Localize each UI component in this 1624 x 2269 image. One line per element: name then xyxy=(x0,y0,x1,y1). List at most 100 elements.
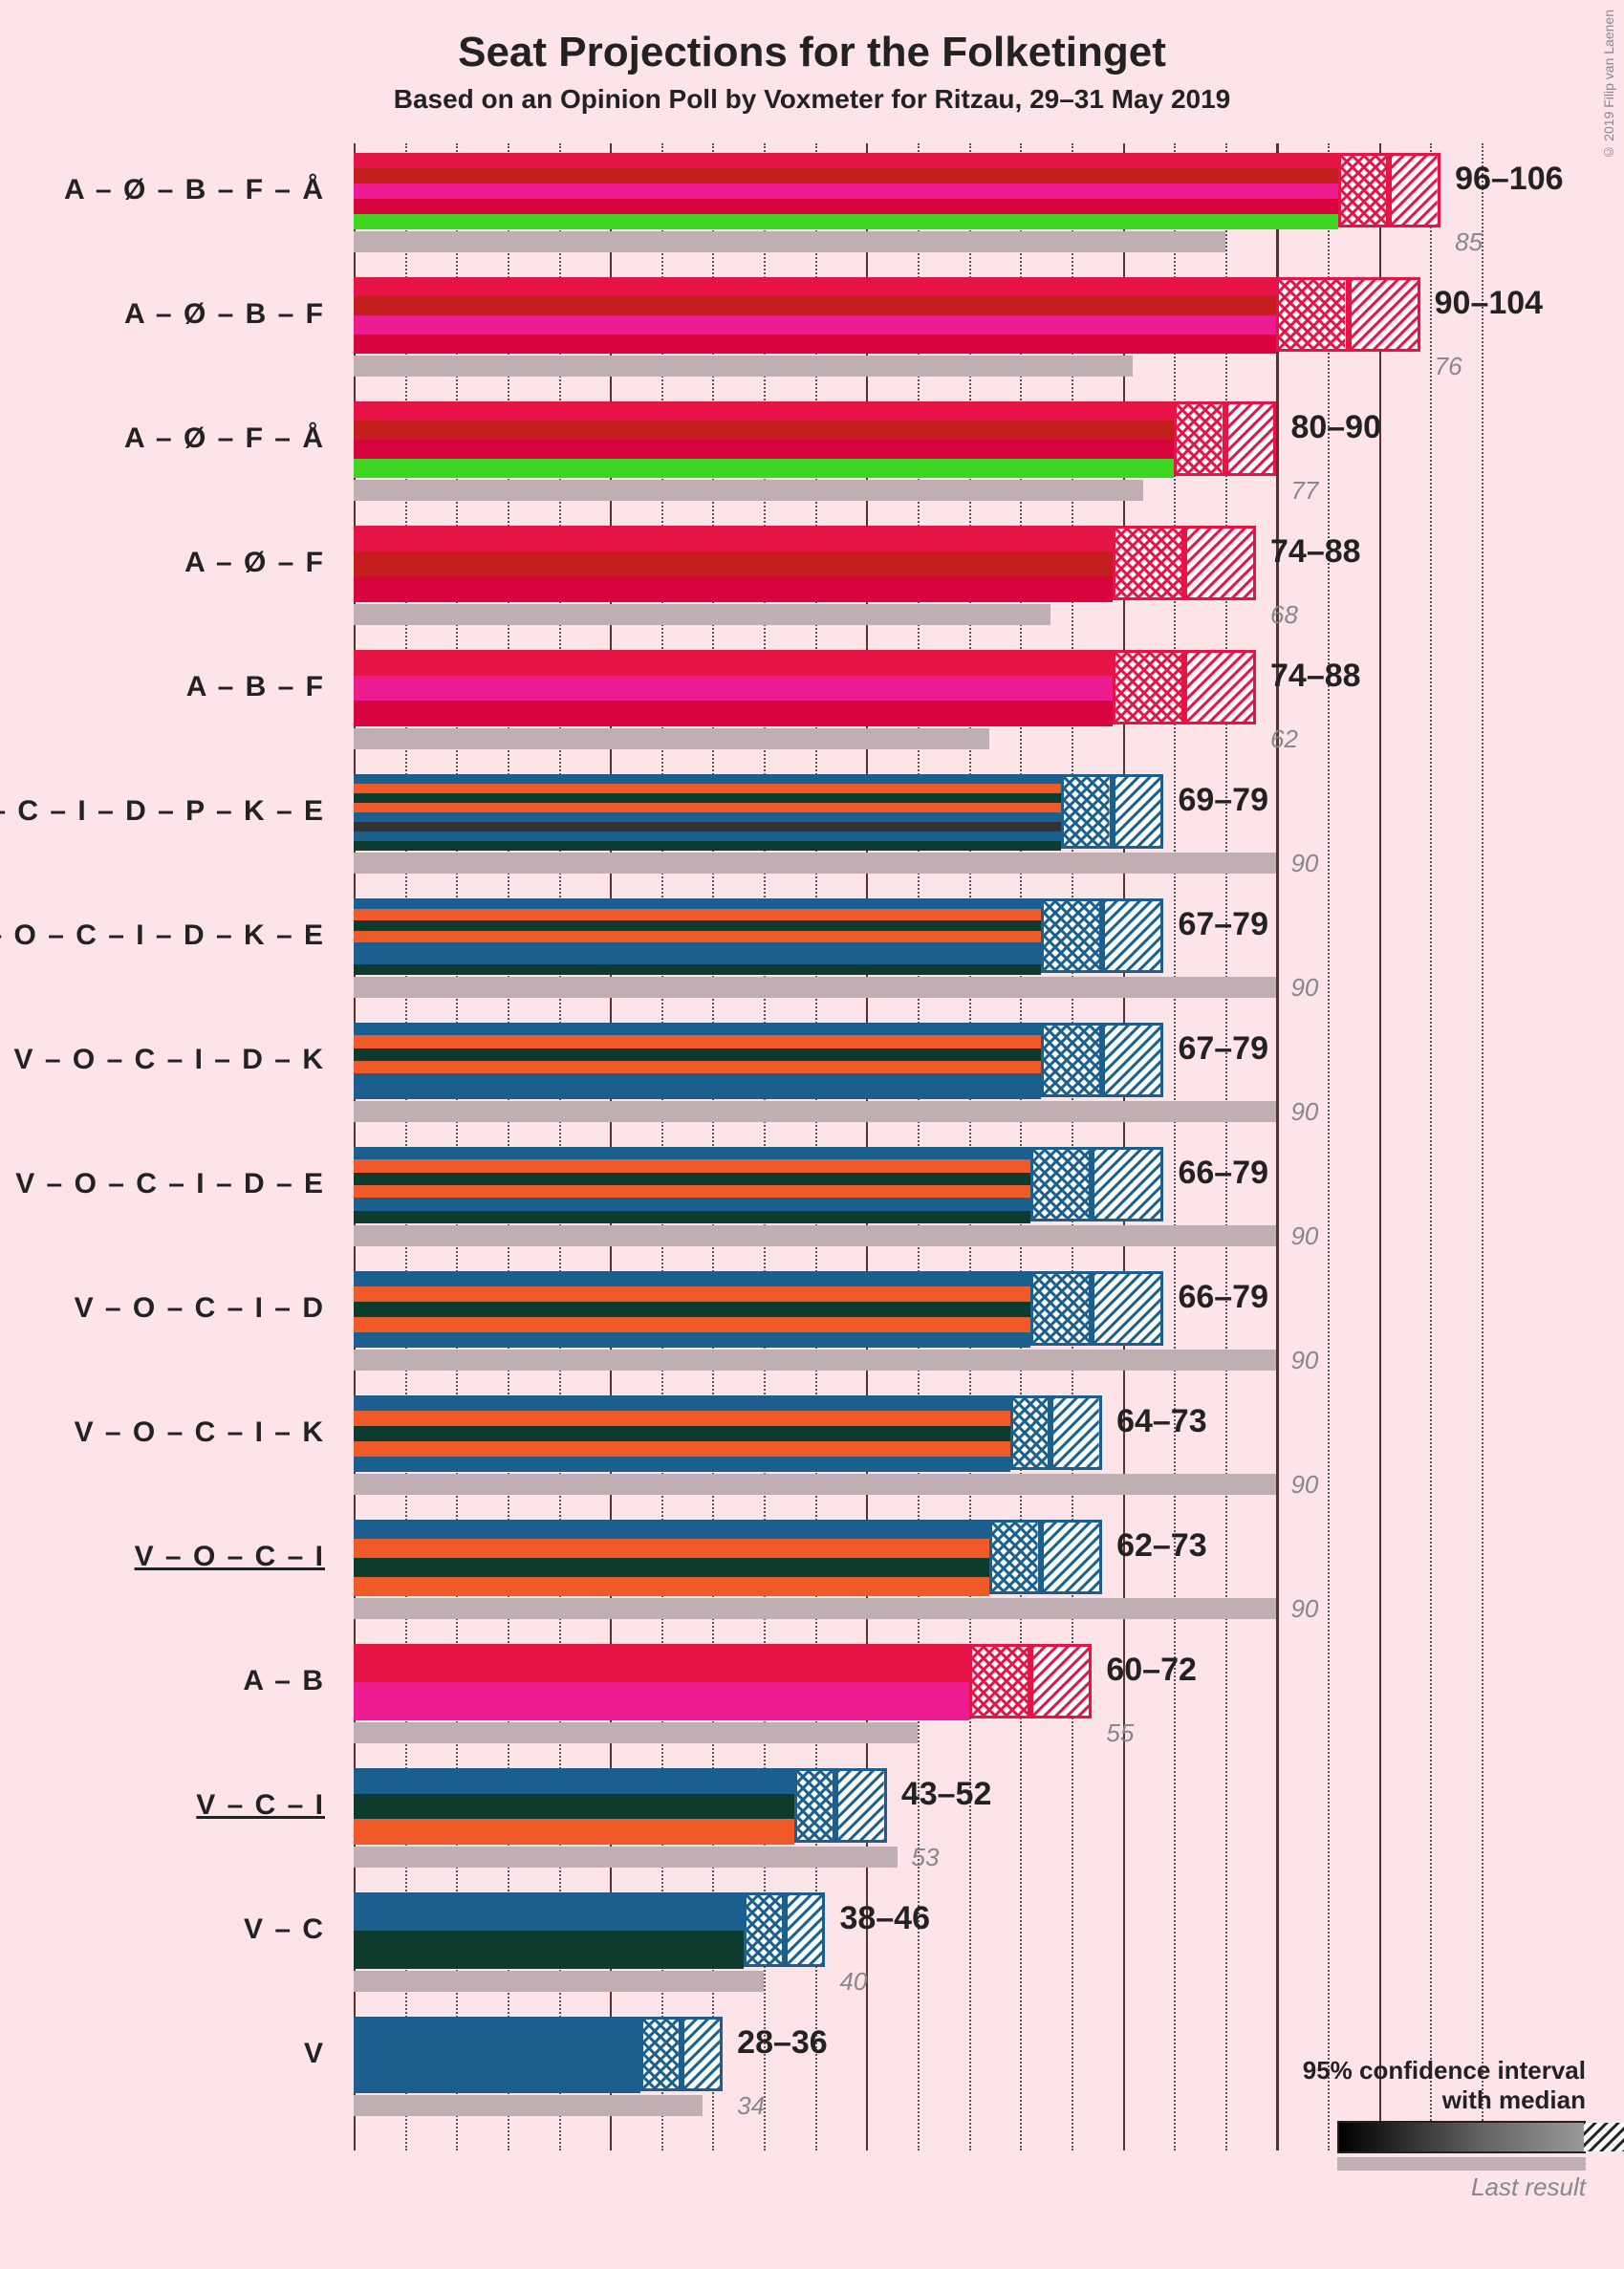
legend: 95% confidence interval with median Last… xyxy=(1303,2056,1586,2202)
ci-low-median xyxy=(969,1644,1030,1718)
coalition-label: A – Ø – B – F – Å xyxy=(64,174,325,206)
range-label: 43–52 xyxy=(901,1776,992,1813)
bar-stripe xyxy=(354,1087,1041,1099)
coalition-row: V – O – C – I – D – E 66–7990 xyxy=(354,1147,1482,1252)
last-result-label: 90 xyxy=(1290,973,1318,1003)
range-label: 66–79 xyxy=(1178,1155,1268,1192)
ci-low-median xyxy=(1113,526,1184,600)
last-result-label: 90 xyxy=(1290,1097,1318,1127)
last-result-bar xyxy=(354,1350,1276,1371)
bar-stripe xyxy=(354,1931,744,1969)
coalition-row: V – O – C – I – D 66–7990 xyxy=(354,1271,1482,1376)
bar-stripe xyxy=(354,1520,989,1539)
ci-median-high xyxy=(1050,1395,1102,1470)
coalition-label: V – O – C – I – K xyxy=(75,1416,325,1449)
bar-stripe xyxy=(354,1577,989,1596)
last-result-bar xyxy=(354,1971,764,1992)
bar-stripe xyxy=(354,898,1041,909)
legend-last-bar xyxy=(1337,2157,1586,2171)
ci-median-high xyxy=(1113,774,1164,849)
last-result-label: 90 xyxy=(1290,1221,1318,1251)
last-result-bar xyxy=(354,1101,1276,1122)
bar-stripe xyxy=(354,784,1061,793)
coalition-label: V – O – C – I – D – K – E xyxy=(0,919,325,952)
legend-ci-label-1: 95% confidence interval xyxy=(1303,2056,1586,2085)
coalition-bar xyxy=(354,1520,989,1596)
bar-stripe xyxy=(354,459,1174,478)
last-result-label: 68 xyxy=(1270,600,1298,630)
coalition-bar xyxy=(354,1644,969,1720)
last-result-bar xyxy=(354,1598,1276,1619)
coalition-row: A – B 60–7255 xyxy=(354,1644,1482,1749)
range-label: 90–104 xyxy=(1435,285,1543,322)
last-result-bar xyxy=(354,853,1276,874)
ci-median-high xyxy=(1184,526,1256,600)
bar-stripe xyxy=(354,1441,1010,1457)
coalition-label: A – B xyxy=(243,1665,325,1697)
range-label: 64–73 xyxy=(1116,1403,1207,1440)
bar-stripe xyxy=(354,1332,1030,1348)
last-result-label: 90 xyxy=(1290,849,1318,878)
ci-median-high xyxy=(785,1892,826,1967)
bar-stripe xyxy=(354,1185,1030,1198)
ci-low-median xyxy=(794,1768,835,1843)
legend-last-label: Last result xyxy=(1303,2172,1586,2202)
ci-median-high xyxy=(682,2017,723,2091)
ci-low-median xyxy=(1113,650,1184,724)
last-result-label: 90 xyxy=(1290,1594,1318,1624)
bar-stripe xyxy=(354,1426,1010,1441)
range-label: 80–90 xyxy=(1290,409,1381,446)
bar-stripe xyxy=(354,1395,1010,1411)
bar-stripe xyxy=(354,1271,1030,1286)
bar-stripe xyxy=(354,401,1174,421)
bar-stripe xyxy=(354,1211,1030,1223)
range-label: 67–79 xyxy=(1178,906,1268,943)
bar-stripe xyxy=(354,1159,1030,1172)
ci-median-high xyxy=(1030,1644,1092,1718)
coalition-label: A – Ø – F xyxy=(184,547,325,579)
ci-median-high xyxy=(1102,1023,1163,1097)
ci-median-high xyxy=(1225,401,1277,476)
ci-low-median xyxy=(1041,1023,1102,1097)
coalition-row: V – O – C – I 62–7390 xyxy=(354,1520,1482,1625)
coalition-bar xyxy=(354,277,1276,354)
ci-median-high xyxy=(1092,1147,1163,1221)
bar-stripe xyxy=(354,931,1041,941)
bar-stripe xyxy=(354,1539,989,1558)
bar-stripe xyxy=(354,214,1338,229)
coalition-row: V – O – C – I – D – P – K – E 69–7990 xyxy=(354,774,1482,879)
bar-stripe xyxy=(354,1317,1030,1332)
bar-stripe xyxy=(354,576,1113,602)
bar-stripe xyxy=(354,335,1276,354)
range-label: 66–79 xyxy=(1178,1279,1268,1316)
coalition-row: V – C – I 43–5253 xyxy=(354,1768,1482,1873)
bar-stripe xyxy=(354,822,1061,832)
ci-low-median xyxy=(744,1892,785,1967)
bar-stripe xyxy=(354,315,1276,335)
coalition-row: V – C 38–4640 xyxy=(354,1892,1482,1998)
coalition-bar xyxy=(354,1271,1030,1348)
bar-stripe xyxy=(354,676,1113,702)
ci-median-high xyxy=(1389,153,1440,227)
bar-stripe xyxy=(354,1035,1041,1048)
ci-low-median xyxy=(989,1520,1041,1594)
last-result-label: 90 xyxy=(1290,1470,1318,1500)
bar-stripe xyxy=(354,701,1113,726)
ci-median-high xyxy=(1102,898,1163,973)
coalition-bar xyxy=(354,650,1113,726)
legend-hatch xyxy=(1488,2123,1584,2151)
coalition-bar xyxy=(354,1023,1041,1099)
ci-low-median xyxy=(1010,1395,1051,1470)
legend-bar xyxy=(1337,2121,1586,2153)
bar-stripe xyxy=(354,1457,1010,1472)
last-result-bar xyxy=(354,604,1050,625)
ci-median-high xyxy=(1349,277,1420,352)
last-result-bar xyxy=(354,977,1276,998)
bar-stripe xyxy=(354,1819,794,1845)
copyright-text: © 2019 Filip van Laenen xyxy=(1601,10,1616,161)
chart-area: A – Ø – B – F – Å 96–10685A – Ø – B – F … xyxy=(354,143,1482,2170)
bar-stripe xyxy=(354,551,1113,577)
page-subtitle: Based on an Opinion Poll by Voxmeter for… xyxy=(0,84,1624,115)
bar-stripe xyxy=(354,1558,989,1577)
ci-median-high xyxy=(1184,650,1256,724)
